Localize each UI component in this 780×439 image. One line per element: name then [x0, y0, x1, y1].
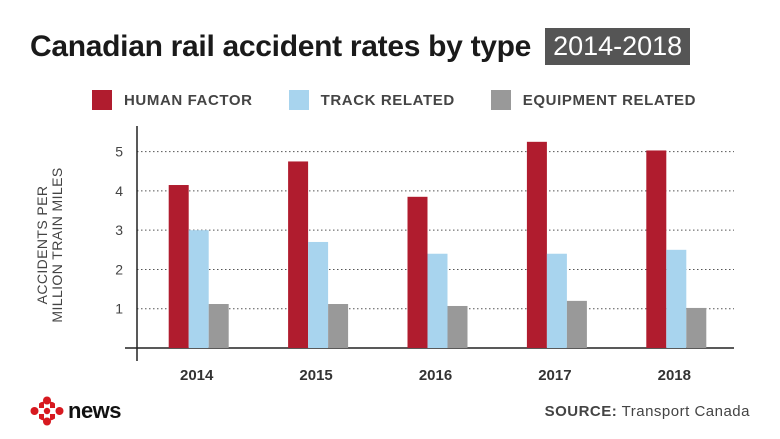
source-text: Transport Canada	[621, 403, 750, 420]
bar-human-factor-2017	[526, 141, 547, 348]
x-tick-label: 2015	[299, 367, 332, 384]
bar-track-related-2017	[546, 253, 567, 348]
legend-swatch-equipment-related	[490, 90, 511, 110]
title-row: Canadian rail accident rates by type 201…	[30, 28, 691, 65]
bar-track-related-2016	[427, 253, 448, 348]
year-range-badge: 2014-2018	[545, 28, 691, 65]
source-credit: SOURCE: Transport Canada	[545, 403, 750, 420]
bar-track-related-2015	[308, 241, 329, 348]
cbc-news-logo: news	[30, 396, 122, 426]
bar-equipment-related-2018	[686, 307, 707, 348]
x-tick-label: 2017	[538, 367, 571, 384]
bar-equipment-related-2016	[447, 305, 468, 348]
source-label: SOURCE:	[544, 403, 618, 420]
bar-equipment-related-2015	[328, 304, 349, 348]
legend-label-human-factor: HUMAN FACTOR	[124, 91, 253, 109]
legend-label-track-related: TRACK RELATED	[320, 91, 455, 109]
y-tick-label: 4	[115, 183, 123, 199]
bar-equipment-related-2017	[566, 300, 587, 348]
bar-human-factor-2014	[168, 185, 189, 348]
x-tick-label: 2016	[419, 367, 452, 384]
y-tick-label: 1	[115, 301, 123, 317]
bar-human-factor-2015	[288, 161, 309, 348]
chart-title: Canadian rail accident rates by type	[30, 29, 532, 63]
legend: HUMAN FACTOR TRACK RELATED EQUIPMENT REL…	[92, 90, 732, 110]
x-tick-label: 2014	[180, 367, 214, 384]
y-tick-label: 5	[115, 144, 123, 160]
bar-track-related-2014	[188, 230, 209, 348]
logo-wordmark: news	[68, 398, 122, 423]
legend-item-equipment-related: EQUIPMENT RELATED	[490, 90, 697, 110]
y-tick-label: 2	[115, 261, 123, 277]
bar-track-related-2018	[666, 249, 687, 348]
cbc-gem-icon	[30, 396, 64, 426]
legend-label-equipment-related: EQUIPMENT RELATED	[522, 91, 697, 109]
legend-item-track-related: TRACK RELATED	[288, 90, 455, 110]
bar-human-factor-2018	[646, 150, 667, 348]
bar-human-factor-2016	[407, 196, 428, 348]
y-tick-label: 3	[115, 222, 123, 238]
x-tick-label: 2018	[658, 367, 691, 384]
legend-swatch-track-related	[288, 90, 309, 110]
bar-equipment-related-2014	[208, 304, 229, 348]
legend-item-human-factor: HUMAN FACTOR	[92, 90, 253, 110]
legend-swatch-human-factor	[92, 90, 112, 110]
